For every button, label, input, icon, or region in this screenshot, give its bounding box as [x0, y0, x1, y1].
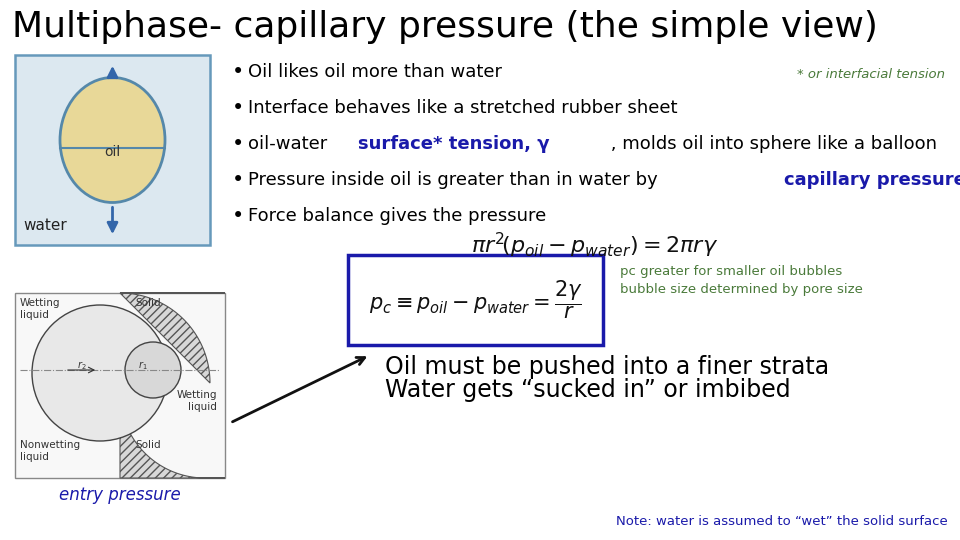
Text: Force balance gives the pressure: Force balance gives the pressure [248, 207, 546, 225]
Polygon shape [120, 293, 225, 383]
Text: oil: oil [105, 145, 121, 159]
Text: Solid: Solid [135, 440, 160, 450]
Text: capillary pressure, pᴄ: capillary pressure, pᴄ [784, 171, 960, 189]
Text: Multiphase- capillary pressure (the simple view): Multiphase- capillary pressure (the simp… [12, 10, 877, 44]
Text: $\pi r^2\!\left(p_{oil}-p_{water}\right)=2\pi r\gamma$: $\pi r^2\!\left(p_{oil}-p_{water}\right)… [471, 231, 719, 260]
Text: •: • [232, 134, 244, 154]
Text: liquid: liquid [20, 310, 49, 320]
Text: Pressure inside oil is greater than in water by: Pressure inside oil is greater than in w… [248, 171, 663, 189]
Text: •: • [232, 62, 244, 82]
Circle shape [32, 305, 168, 441]
Bar [348, 255, 603, 345]
Circle shape [125, 342, 181, 398]
Text: Oil must be pushed into a finer strata: Oil must be pushed into a finer strata [385, 355, 829, 379]
Text: •: • [232, 98, 244, 118]
Text: Note: water is assumed to “wet” the solid surface: Note: water is assumed to “wet” the soli… [616, 515, 948, 528]
Text: water: water [23, 218, 67, 233]
Text: $r_1$: $r_1$ [138, 360, 148, 373]
Text: liquid: liquid [20, 452, 49, 462]
Text: pᴄ greater for smaller oil bubbles: pᴄ greater for smaller oil bubbles [620, 266, 842, 279]
Text: Nonwetting: Nonwetting [20, 440, 80, 450]
Text: , molds oil into sphere like a balloon: , molds oil into sphere like a balloon [605, 135, 937, 153]
Bar [15, 55, 210, 245]
Text: * or interfacial tension: * or interfacial tension [797, 69, 945, 82]
Text: $r_2$: $r_2$ [77, 360, 86, 373]
Polygon shape [120, 393, 225, 478]
Text: $p_c \equiv p_{oil}-p_{water}=\dfrac{2\gamma}{r}$: $p_c \equiv p_{oil}-p_{water}=\dfrac{2\g… [369, 279, 583, 321]
Text: entry pressure: entry pressure [60, 486, 180, 504]
Ellipse shape [60, 78, 165, 202]
Text: bubble size determined by pore size: bubble size determined by pore size [620, 284, 863, 296]
Text: Wetting: Wetting [177, 390, 217, 401]
Text: Wetting: Wetting [20, 298, 60, 308]
Text: liquid: liquid [188, 402, 217, 413]
Text: Oil likes oil more than water: Oil likes oil more than water [248, 63, 502, 81]
Text: Solid: Solid [135, 298, 160, 308]
Text: Interface behaves like a stretched rubber sheet: Interface behaves like a stretched rubbe… [248, 99, 678, 117]
Text: oil-water: oil-water [248, 135, 333, 153]
Text: Water gets “sucked in” or imbibed: Water gets “sucked in” or imbibed [385, 378, 791, 402]
Text: •: • [232, 206, 244, 226]
Text: surface* tension, γ: surface* tension, γ [358, 135, 549, 153]
Bar [15, 293, 225, 478]
Text: •: • [232, 170, 244, 190]
